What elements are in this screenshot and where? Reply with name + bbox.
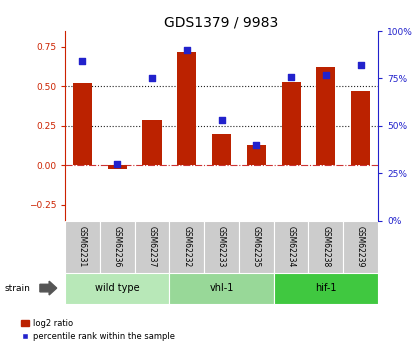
Bar <box>73 83 92 166</box>
Text: GSM62233: GSM62233 <box>217 226 226 267</box>
Bar <box>247 145 266 166</box>
Text: wild type: wild type <box>95 283 139 293</box>
Point <box>114 161 121 167</box>
Bar <box>169 273 274 304</box>
Bar <box>212 134 231 166</box>
Text: GSM62236: GSM62236 <box>113 226 122 267</box>
Bar <box>177 52 196 166</box>
Bar <box>274 221 308 273</box>
Text: GSM62238: GSM62238 <box>321 226 331 267</box>
Bar <box>281 82 301 166</box>
Text: GSM62237: GSM62237 <box>147 226 157 267</box>
Bar <box>65 221 100 273</box>
Bar <box>316 67 336 166</box>
Bar <box>204 221 239 273</box>
Point <box>184 47 190 53</box>
Bar <box>135 221 169 273</box>
Bar <box>142 120 162 166</box>
Point <box>323 72 329 78</box>
Bar <box>100 221 135 273</box>
Text: GSM62235: GSM62235 <box>252 226 261 267</box>
Point <box>357 62 364 68</box>
Text: strain: strain <box>4 284 30 293</box>
Point <box>218 117 225 123</box>
Bar <box>274 273 378 304</box>
Legend: log2 ratio, percentile rank within the sample: log2 ratio, percentile rank within the s… <box>21 319 176 341</box>
Text: hif-1: hif-1 <box>315 283 336 293</box>
Title: GDS1379 / 9983: GDS1379 / 9983 <box>164 16 279 30</box>
Bar <box>308 221 343 273</box>
Bar <box>351 91 370 166</box>
Bar <box>239 221 274 273</box>
Text: GSM62234: GSM62234 <box>286 226 296 267</box>
Text: vhl-1: vhl-1 <box>209 283 234 293</box>
Point <box>79 59 86 64</box>
Text: GSM62232: GSM62232 <box>182 226 191 267</box>
Bar <box>65 273 169 304</box>
Bar <box>108 166 127 169</box>
Point <box>288 74 294 79</box>
Text: GSM62239: GSM62239 <box>356 226 365 267</box>
Point <box>149 76 155 81</box>
Bar <box>169 221 204 273</box>
Bar <box>343 221 378 273</box>
Text: GSM62231: GSM62231 <box>78 226 87 267</box>
Point <box>253 142 260 148</box>
